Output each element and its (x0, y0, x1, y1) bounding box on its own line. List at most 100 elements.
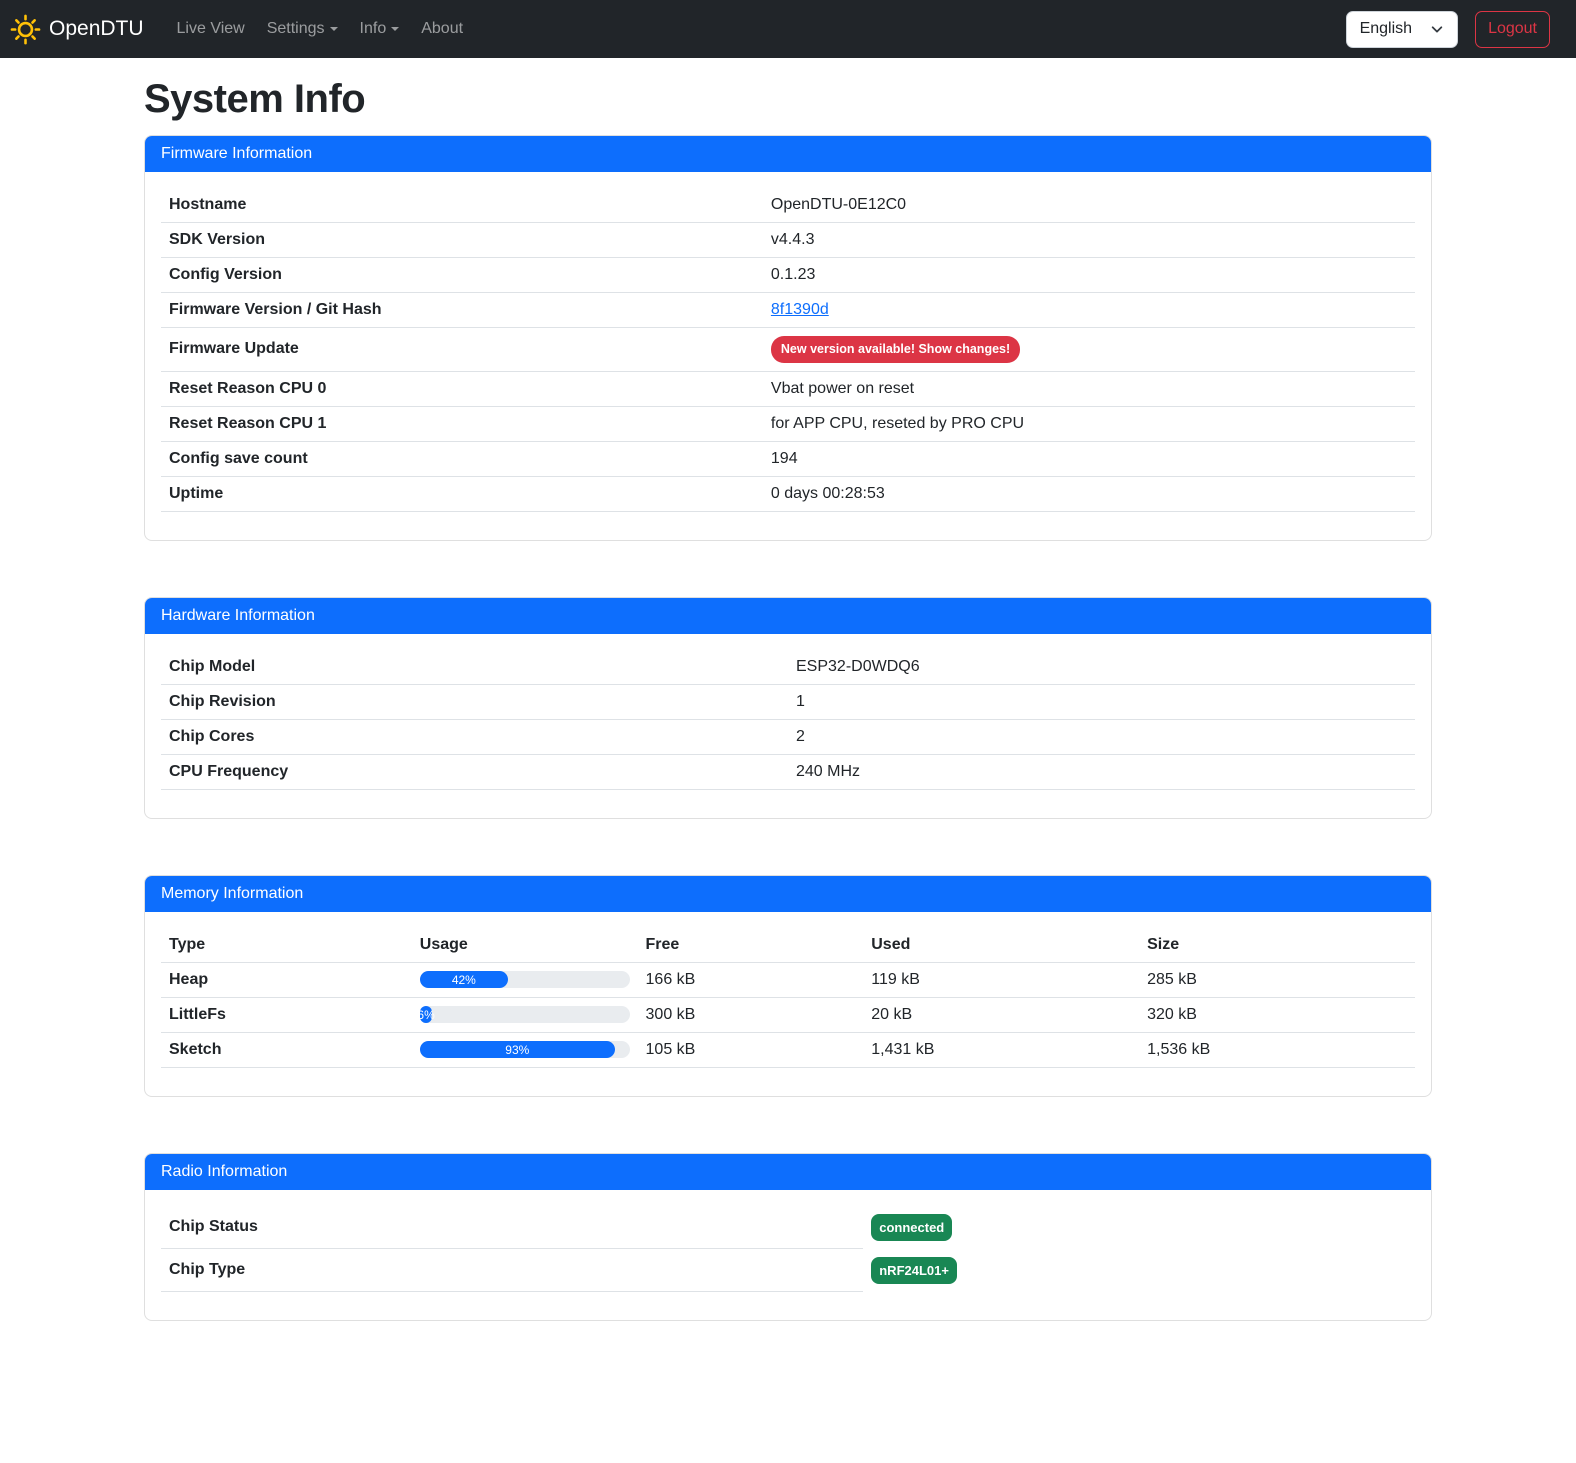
language-select[interactable]: English (1345, 10, 1459, 48)
row-value: 194 (762, 441, 1415, 477)
radio-table: Chip Status connected Chip Type nRF24L01… (161, 1205, 1415, 1292)
row-label: Hostname (161, 188, 763, 223)
row-label: Firmware Update (161, 327, 763, 372)
heap-progress: 42% (419, 971, 630, 988)
row-value: 8f1390d (762, 292, 1415, 328)
row-label: Chip Type (161, 1248, 864, 1292)
row-label: Config save count (161, 441, 763, 477)
nav-links: Live View Settings Info About (166, 12, 475, 46)
col-header-free: Free (637, 927, 864, 963)
row-chip-model: Chip Model ESP32-D0WDQ6 (161, 649, 1415, 685)
hardware-table: Chip Model ESP32-D0WDQ6 Chip Revision 1 … (161, 649, 1415, 790)
row-uptime: Uptime 0 days 00:28:53 (161, 476, 1415, 512)
size-value: 320 kB (1139, 997, 1415, 1033)
nav-settings-label: Settings (266, 20, 325, 37)
radio-card-header: Radio Information (145, 1153, 1431, 1190)
row-value: 1 (788, 684, 1415, 720)
free-value: 300 kB (637, 997, 864, 1033)
row-label: Uptime (161, 476, 763, 512)
row-label: Chip Cores (161, 719, 788, 755)
col-header-usage: Usage (411, 927, 638, 963)
nav-info-label: Info (359, 20, 387, 37)
row-label: Chip Status (161, 1205, 864, 1249)
col-header-size: Size (1139, 927, 1415, 963)
nav-about[interactable]: About (421, 20, 464, 37)
free-value: 166 kB (637, 962, 864, 998)
row-label: CPU Frequency (161, 754, 788, 790)
row-value: New version available! Show changes! (762, 327, 1415, 372)
size-value: 1,536 kB (1139, 1032, 1415, 1068)
sketch-progress-bar: 93% (419, 1041, 615, 1058)
row-value: 0.1.23 (762, 257, 1415, 293)
usage-cell: 6% (411, 997, 638, 1033)
row-value: ESP32-D0WDQ6 (788, 649, 1415, 685)
row-label: Config Version (161, 257, 763, 293)
language-selected-value: English (1359, 20, 1413, 37)
chip-status-badge: connected (871, 1213, 953, 1241)
row-value: 0 days 00:28:53 (762, 476, 1415, 512)
page-title: System Info (144, 77, 366, 121)
row-value: OpenDTU-0E12C0 (762, 188, 1415, 223)
usage-cell: 42% (411, 962, 638, 998)
row-cpu-frequency: CPU Frequency 240 MHz (161, 754, 1415, 790)
col-header-used: Used (863, 927, 1140, 963)
row-label: Chip Model (161, 649, 788, 685)
navbar: OpenDTU Live View Settings Info About En… (0, 0, 1576, 58)
row-reset-reason-cpu1: Reset Reason CPU 1 for APP CPU, reseted … (161, 406, 1415, 442)
row-chip-status: Chip Status connected (161, 1205, 1415, 1249)
memory-table: Type Usage Free Used Size Heap 42% (161, 927, 1415, 1068)
sun-icon (10, 14, 41, 45)
used-value: 1,431 kB (863, 1032, 1140, 1068)
row-label: SDK Version (161, 222, 763, 258)
row-value: for APP CPU, reseted by PRO CPU (762, 406, 1415, 442)
new-version-badge[interactable]: New version available! Show changes! (770, 336, 1021, 363)
usage-cell: 93% (411, 1032, 638, 1068)
git-hash-link[interactable]: 8f1390d (770, 301, 829, 318)
row-chip-revision: Chip Revision 1 (161, 684, 1415, 720)
row-sketch: Sketch 93% 105 kB 1,431 kB 1,536 kB (161, 1032, 1415, 1068)
row-value: Vbat power on reset (762, 371, 1415, 407)
row-chip-cores: Chip Cores 2 (161, 719, 1415, 755)
hardware-information-card: Hardware Information Chip Model ESP32-D0… (144, 596, 1432, 819)
radio-card-body: Chip Status connected Chip Type nRF24L01… (145, 1190, 1431, 1321)
used-value: 119 kB (863, 962, 1140, 998)
sketch-progress: 93% (419, 1041, 630, 1058)
nav-live-view[interactable]: Live View (176, 20, 245, 37)
nav-info-dropdown[interactable]: Info (349, 12, 411, 46)
row-hostname: Hostname OpenDTU-0E12C0 (161, 188, 1415, 223)
row-value: 240 MHz (788, 754, 1415, 790)
chevron-down-icon (329, 27, 338, 31)
row-label: Firmware Version / Git Hash (161, 292, 763, 328)
size-value: 285 kB (1139, 962, 1415, 998)
row-label: LittleFs (161, 997, 412, 1033)
row-reset-reason-cpu0: Reset Reason CPU 0 Vbat power on reset (161, 371, 1415, 407)
row-label: Sketch (161, 1032, 412, 1068)
chevron-down-icon (391, 27, 400, 31)
littlefs-progress-bar: 6% (417, 1006, 435, 1023)
row-label: Chip Revision (161, 684, 788, 720)
memory-card-header: Memory Information (145, 875, 1431, 912)
nav-settings-dropdown[interactable]: Settings (256, 12, 349, 46)
hardware-card-header: Hardware Information (145, 597, 1431, 634)
used-value: 20 kB (863, 997, 1140, 1033)
row-value: v4.4.3 (762, 222, 1415, 258)
memory-header-row: Type Usage Free Used Size (161, 927, 1415, 963)
row-value: 2 (788, 719, 1415, 755)
row-heap: Heap 42% 166 kB 119 kB 285 kB (161, 962, 1415, 998)
row-label: Reset Reason CPU 0 (161, 371, 763, 407)
chip-type-badge: nRF24L01+ (871, 1256, 957, 1284)
row-config-version: Config Version 0.1.23 (161, 257, 1415, 293)
firmware-table: Hostname OpenDTU-0E12C0 SDK Version v4.4… (161, 188, 1415, 512)
brand-link[interactable]: OpenDTU (10, 14, 144, 45)
row-littlefs: LittleFs 6% 300 kB 20 kB 320 kB (161, 997, 1415, 1033)
logout-button[interactable]: Logout (1475, 10, 1550, 48)
memory-information-card: Memory Information Type Usage Free Used … (144, 874, 1432, 1097)
row-label: Reset Reason CPU 1 (161, 406, 763, 442)
memory-card-body: Type Usage Free Used Size Heap 42% (145, 912, 1431, 1096)
col-header-type: Type (161, 927, 412, 963)
row-sdk-version: SDK Version v4.4.3 (161, 222, 1415, 258)
row-label: Heap (161, 962, 412, 998)
row-firmware-update: Firmware Update New version available! S… (161, 327, 1415, 372)
firmware-information-card: Firmware Information Hostname OpenDTU-0E… (144, 135, 1432, 541)
free-value: 105 kB (637, 1032, 864, 1068)
